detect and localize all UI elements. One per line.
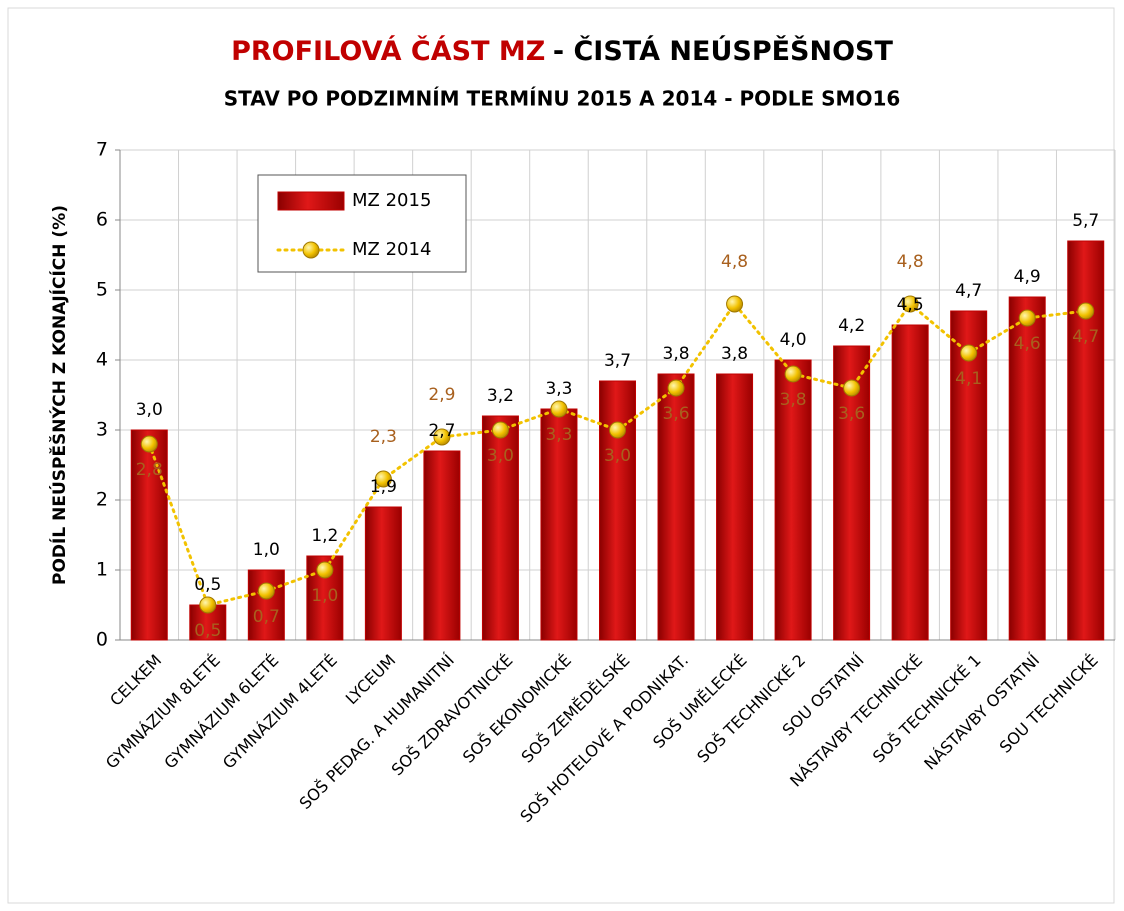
- bar-value-label: 3,8: [663, 344, 690, 364]
- bar: [481, 415, 519, 641]
- point: [199, 596, 217, 614]
- bar-value-label: 4,0: [780, 330, 807, 350]
- bar-value-label: 1,0: [253, 540, 280, 560]
- bar-value-label: 2,7: [428, 421, 455, 441]
- y-axis-label: PODÍL NEÚSPĚŠNÝCH Z KONAJÍCÍCH (%): [48, 205, 70, 585]
- y-tick-label: 6: [96, 209, 108, 231]
- line-value-label: 2,8: [136, 460, 163, 480]
- bar-value-label: 1,9: [370, 477, 397, 497]
- line-value-label: 2,3: [370, 427, 397, 447]
- legend-swatch: [277, 191, 345, 211]
- y-tick-label: 7: [96, 139, 108, 161]
- point: [667, 379, 685, 397]
- point: [726, 295, 744, 313]
- bar: [716, 373, 754, 641]
- bar-value-label: 4,9: [1014, 267, 1041, 287]
- y-tick-label: 5: [96, 279, 108, 301]
- chart-subtitle: STAV PO PODZIMNÍM TERMÍNU 2015 A 2014 - …: [224, 87, 901, 111]
- line-value-label: 0,7: [253, 607, 280, 627]
- title-part: PROFILOVÁ ČÁST MZ: [231, 35, 545, 67]
- point: [960, 344, 978, 362]
- bar-value-label: 4,2: [838, 316, 865, 336]
- bar: [950, 310, 988, 641]
- y-tick-label: 3: [96, 419, 108, 441]
- point: [257, 582, 275, 600]
- line-value-label: 3,8: [780, 390, 807, 410]
- point: [433, 428, 451, 446]
- bar: [657, 373, 695, 641]
- line-value-label: 3,6: [663, 404, 690, 424]
- point: [843, 379, 861, 397]
- legend-label: MZ 2014: [352, 239, 431, 260]
- point: [609, 421, 626, 439]
- line-value-label: 2,9: [428, 385, 455, 405]
- chart-title: PROFILOVÁ ČÁST MZ - ČISTÁ NEÚSPĚŠNOST: [231, 35, 893, 67]
- y-tick-label: 2: [96, 489, 108, 511]
- line-value-label: 3,0: [487, 446, 514, 466]
- y-tick-label: 1: [96, 559, 108, 581]
- bar-value-label: 0,5: [194, 575, 221, 595]
- legend-box: [257, 174, 467, 273]
- legend-marker: [302, 241, 320, 259]
- bar-value-label: 3,7: [604, 351, 631, 371]
- bar: [364, 506, 402, 641]
- bar-value-label: 3,3: [545, 379, 572, 399]
- point: [901, 295, 919, 313]
- line-value-label: 3,0: [604, 446, 631, 466]
- point: [316, 561, 334, 579]
- point: [1077, 302, 1095, 320]
- y-tick-label: 0: [96, 629, 108, 651]
- bar: [423, 450, 461, 641]
- bar: [774, 359, 812, 641]
- bar-value-label: 1,2: [311, 526, 338, 546]
- bar-value-label: 3,2: [487, 386, 514, 406]
- title-part: - ČISTÁ NEÚSPĚŠNOST: [553, 35, 894, 67]
- bar: [891, 324, 929, 641]
- line-value-label: 4,6: [1014, 334, 1041, 354]
- bar-value-label: 4,7: [955, 281, 982, 301]
- line-value-label: 4,8: [721, 252, 748, 272]
- bar: [247, 569, 285, 641]
- point: [491, 421, 509, 439]
- bar: [1067, 240, 1105, 641]
- point: [550, 400, 568, 418]
- bar: [540, 408, 578, 641]
- line-value-label: 0,5: [194, 621, 221, 641]
- line-value-label: 4,8: [897, 252, 924, 272]
- bar: [130, 429, 168, 641]
- point: [784, 365, 802, 383]
- bar-value-label: 3,8: [721, 344, 748, 364]
- line-value-label: 4,1: [955, 369, 982, 389]
- line-value-label: 3,3: [545, 425, 572, 445]
- bar: [1008, 296, 1046, 641]
- y-tick-label: 4: [96, 349, 108, 371]
- point: [140, 435, 158, 453]
- line-value-label: 3,6: [838, 404, 865, 424]
- point: [1018, 309, 1036, 327]
- bar-value-label: 3,0: [136, 400, 163, 420]
- point: [374, 470, 392, 488]
- bar-value-label: 5,7: [1072, 211, 1099, 231]
- bar-value-label: 4,5: [897, 295, 924, 315]
- line-value-label: 4,7: [1072, 327, 1099, 347]
- line-value-label: 1,0: [311, 586, 338, 606]
- legend-label: MZ 2015: [352, 190, 431, 211]
